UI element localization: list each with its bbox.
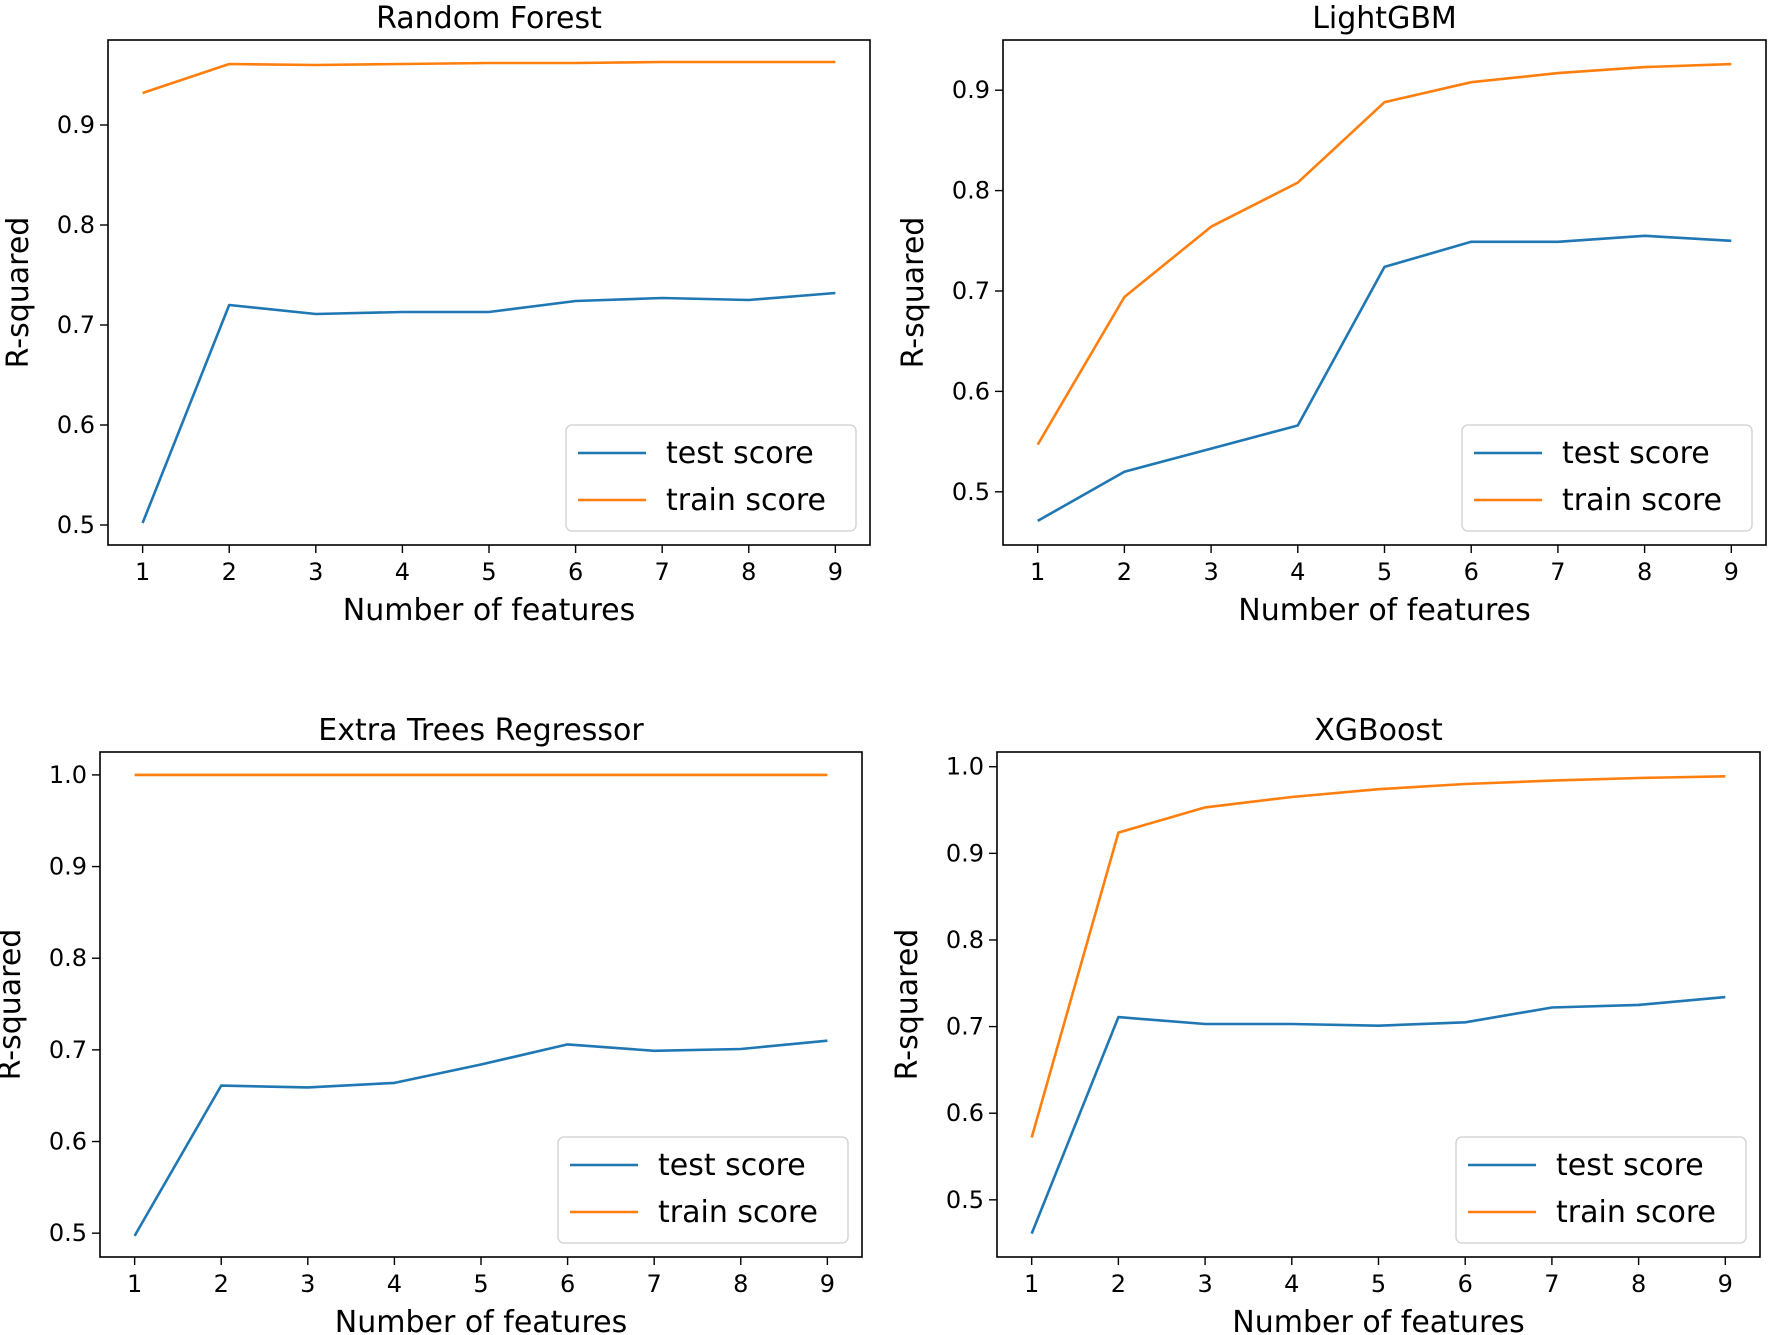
x-tick-label: 9 bbox=[820, 1270, 835, 1298]
legend-box bbox=[565, 424, 857, 532]
x-tick-label: 7 bbox=[1544, 1270, 1559, 1298]
x-tick-label: 8 bbox=[733, 1270, 748, 1298]
x-tick-label: 1 bbox=[135, 558, 150, 586]
series-line-train-score bbox=[142, 60, 836, 95]
legend: test score train score bbox=[565, 424, 857, 532]
x-tick-label: 9 bbox=[1718, 1270, 1733, 1298]
y-tick-label: 0.8 bbox=[952, 177, 990, 205]
chart-title: Random Forest bbox=[376, 1, 602, 36]
y-tick-label: 0.7 bbox=[946, 1013, 984, 1041]
x-tick-label: 1 bbox=[127, 1270, 142, 1298]
x-tick-label: 3 bbox=[300, 1270, 315, 1298]
legend-box bbox=[1455, 1136, 1747, 1244]
y-tick-label: 0.9 bbox=[57, 111, 95, 139]
y-tick-label: 0.6 bbox=[952, 377, 990, 405]
x-tick-label: 2 bbox=[1111, 1270, 1126, 1298]
legend-label: test score bbox=[1562, 436, 1710, 471]
legend-box bbox=[1461, 424, 1753, 532]
chart-title: XGBoost bbox=[1314, 713, 1443, 748]
y-tick-label: 0.6 bbox=[49, 1128, 87, 1156]
x-tick-label: 6 bbox=[1458, 1270, 1473, 1298]
x-tick-label: 6 bbox=[560, 1270, 575, 1298]
y-tick-label: 0.8 bbox=[946, 926, 984, 954]
x-tick-label: 4 bbox=[1290, 558, 1305, 586]
y-axis-title: R-squared bbox=[896, 217, 931, 369]
y-tick-label: 0.7 bbox=[952, 277, 990, 305]
x-tick-label: 9 bbox=[828, 558, 843, 586]
x-tick-label: 1 bbox=[1030, 558, 1045, 586]
series-line-test-score bbox=[1030, 995, 1726, 1235]
y-tick-label: 0.5 bbox=[57, 511, 95, 539]
chart-panel-2: LightGBM 1 2 3 4 5 6 7 8 9 0.5 0.6 0.7 0.8 0.9 Number o… bbox=[896, 1, 1767, 628]
x-tick-label: 3 bbox=[1203, 558, 1218, 586]
legend-label: train score bbox=[666, 483, 826, 518]
x-tick-label: 2 bbox=[222, 558, 237, 586]
x-tick-label: 4 bbox=[1284, 1270, 1299, 1298]
x-tick-label: 2 bbox=[1117, 558, 1132, 586]
x-tick-label: 5 bbox=[1377, 558, 1392, 586]
series-line-test-score bbox=[133, 1039, 828, 1237]
y-tick-label: 0.7 bbox=[57, 311, 95, 339]
chart-panel-4: XGBoost 1 2 3 4 5 6 7 8 9 0.5 0.6 0.7 0.8 0.9 1.0 Number… bbox=[890, 713, 1761, 1335]
x-axis-title: Number of features bbox=[335, 1305, 627, 1335]
y-tick-label: 0.5 bbox=[952, 478, 990, 506]
y-tick-label: 1.0 bbox=[49, 761, 87, 789]
x-tick-label: 5 bbox=[473, 1270, 488, 1298]
y-tick-label: 0.8 bbox=[49, 944, 87, 972]
x-tick-label: 2 bbox=[214, 1270, 229, 1298]
chart-panel-3: Extra Trees Regressor 1 2 3 4 5 6 7 8 9 0.5 0.6 0.7 0… bbox=[0, 713, 863, 1335]
y-tick-label: 0.9 bbox=[946, 839, 984, 867]
legend: test score train score bbox=[1461, 424, 1753, 532]
y-axis-title: R-squared bbox=[1, 217, 36, 369]
x-tick-label: 6 bbox=[1464, 558, 1479, 586]
x-tick-label: 8 bbox=[741, 558, 756, 586]
x-tick-label: 7 bbox=[647, 1270, 662, 1298]
y-tick-label: 1.0 bbox=[946, 753, 984, 781]
x-tick-label: 4 bbox=[395, 558, 410, 586]
legend-label: train score bbox=[1562, 483, 1722, 518]
x-tick-label: 6 bbox=[568, 558, 583, 586]
legend: test score train score bbox=[557, 1136, 849, 1244]
chart-panel-1: Random Forest 1 2 3 4 5 6 7 8 9 0.5 0.6 0.7 0.8 0.9 Num… bbox=[1, 1, 871, 628]
series-line-train-score bbox=[1030, 775, 1726, 1138]
series-line-train-score bbox=[1036, 62, 1732, 446]
y-axis-title: R-squared bbox=[890, 929, 925, 1081]
x-axis-title: Number of features bbox=[1232, 1305, 1524, 1335]
legend: test score train score bbox=[1455, 1136, 1747, 1244]
y-tick-label: 0.6 bbox=[57, 411, 95, 439]
x-tick-label: 3 bbox=[308, 558, 323, 586]
x-tick-label: 5 bbox=[481, 558, 496, 586]
legend-box bbox=[557, 1136, 849, 1244]
y-tick-label: 0.9 bbox=[49, 853, 87, 881]
legend-label: test score bbox=[658, 1148, 806, 1183]
y-tick-label: 0.7 bbox=[49, 1036, 87, 1064]
x-axis-title: Number of features bbox=[343, 593, 635, 628]
series-line-test-score bbox=[141, 291, 836, 524]
x-tick-label: 5 bbox=[1371, 1270, 1386, 1298]
legend-label: train score bbox=[658, 1195, 818, 1230]
y-axis-title: R-squared bbox=[0, 929, 28, 1081]
x-tick-label: 4 bbox=[387, 1270, 402, 1298]
series-line-test-score bbox=[1037, 234, 1732, 523]
x-tick-label: 9 bbox=[1724, 558, 1739, 586]
x-tick-label: 8 bbox=[1637, 558, 1652, 586]
x-tick-label: 8 bbox=[1631, 1270, 1646, 1298]
y-tick-label: 0.9 bbox=[952, 76, 990, 104]
legend-label: test score bbox=[666, 436, 814, 471]
y-tick-label: 0.5 bbox=[946, 1186, 984, 1214]
legend-label: train score bbox=[1556, 1195, 1716, 1230]
x-tick-label: 7 bbox=[1550, 558, 1565, 586]
x-axis-title: Number of features bbox=[1238, 593, 1530, 628]
x-tick-label: 1 bbox=[1024, 1270, 1039, 1298]
y-tick-label: 0.8 bbox=[57, 211, 95, 239]
x-tick-label: 7 bbox=[655, 558, 670, 586]
chart-title: Extra Trees Regressor bbox=[318, 713, 644, 748]
legend-label: test score bbox=[1556, 1148, 1704, 1183]
x-tick-label: 3 bbox=[1197, 1270, 1212, 1298]
chart-title: LightGBM bbox=[1312, 1, 1457, 36]
y-tick-label: 0.5 bbox=[49, 1219, 87, 1247]
y-tick-label: 0.6 bbox=[946, 1099, 984, 1127]
